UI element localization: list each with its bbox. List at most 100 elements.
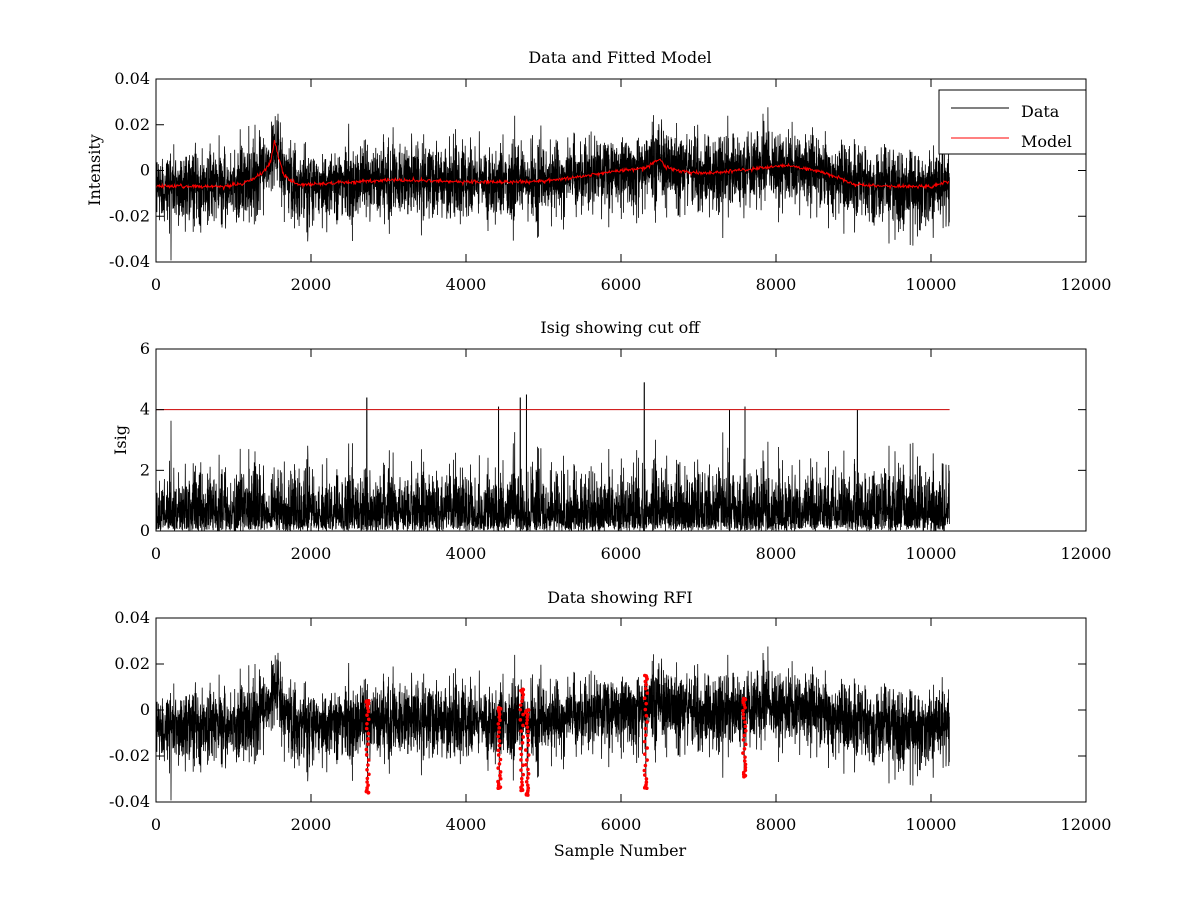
rfi-point	[497, 762, 502, 766]
rfi-point	[645, 758, 649, 762]
rfi-point	[366, 699, 371, 703]
x-tick-label: 0	[151, 544, 161, 563]
rfi-point	[366, 709, 371, 714]
rfi-point	[644, 713, 649, 718]
rfi-point	[525, 718, 530, 722]
x-tick-label: 0	[151, 815, 161, 834]
y-tick-label: -0.02	[109, 746, 150, 765]
rfi-point	[365, 780, 369, 784]
rfi-point	[519, 758, 523, 762]
rfi-point	[743, 705, 747, 710]
rfi-point	[525, 783, 530, 787]
panel-isig-cutoff: Isig showing cut off Isig 0 2000 4000 6000 8…	[111, 318, 1111, 563]
rfi-point	[645, 720, 649, 724]
y-tick-label: -0.04	[109, 252, 150, 271]
rfi-point	[743, 720, 747, 724]
rfi-point	[498, 757, 503, 762]
y-tick-label: 6	[140, 339, 150, 358]
rfi-point	[741, 708, 745, 713]
rfi-point	[496, 722, 501, 726]
rfi-point	[741, 751, 745, 755]
rfi-point	[526, 767, 530, 772]
rfi-point	[526, 772, 531, 776]
rfi-point	[366, 783, 370, 788]
rfi-point	[366, 758, 371, 762]
series-isig-line	[155, 382, 950, 532]
y-tick-label: -0.04	[109, 792, 150, 811]
y-tick-label: 0	[140, 521, 150, 540]
rfi-point	[366, 742, 370, 746]
rfi-point	[519, 729, 523, 733]
rfi-point	[520, 699, 524, 703]
rfi-point	[743, 765, 748, 770]
rfi-point	[526, 708, 531, 712]
rfi-point	[518, 707, 523, 712]
rfi-point	[496, 734, 501, 739]
rfi-point	[742, 759, 747, 763]
rfi-point	[644, 777, 649, 781]
rfi-point	[743, 724, 748, 729]
rfi-point	[498, 773, 502, 778]
x-tick-label: 2000	[291, 815, 332, 834]
y-axis-label: Isig	[111, 425, 130, 455]
rfi-point	[741, 716, 746, 720]
panel-title: Data and Fitted Model	[528, 48, 711, 67]
x-tick-label: 4000	[446, 815, 487, 834]
rfi-point	[521, 772, 526, 777]
rfi-point	[643, 726, 648, 731]
rfi-point	[644, 701, 648, 706]
rfi-point	[521, 712, 525, 717]
rfi-point	[497, 739, 502, 743]
y-tick-label: 4	[140, 400, 150, 419]
y-tick-label: -0.02	[109, 206, 150, 225]
rfi-point	[520, 783, 525, 787]
x-tick-label: 2000	[291, 544, 332, 563]
rfi-point	[364, 747, 369, 752]
rfi-point	[742, 733, 747, 738]
rfi-point	[365, 768, 369, 772]
rfi-point	[518, 718, 523, 722]
rfi-point	[741, 738, 746, 742]
x-tick-label: 8000	[756, 275, 797, 294]
y-tick-label: 0	[140, 161, 150, 180]
rfi-point	[364, 726, 369, 731]
rfi-point	[743, 762, 748, 767]
rfi-point	[366, 737, 370, 741]
rfi-point	[520, 695, 525, 700]
rfi-point	[742, 747, 747, 751]
y-axis-label: Intensity	[85, 134, 104, 206]
x-tick-label: 6000	[601, 815, 642, 834]
rfi-point	[519, 768, 523, 772]
rfi-point	[496, 753, 501, 757]
rfi-point	[743, 742, 748, 747]
rfi-point	[644, 780, 649, 785]
x-tick-label: 8000	[756, 815, 797, 834]
legend: Data Model	[938, 89, 1087, 155]
rfi-point	[366, 717, 371, 722]
rfi-point	[498, 776, 503, 781]
rfi-point	[521, 723, 525, 728]
rfi-point	[520, 741, 525, 745]
rfi-point	[364, 752, 369, 757]
rfi-point	[642, 673, 647, 678]
rfi-point	[497, 730, 501, 734]
rfi-point	[525, 725, 530, 729]
rfi-point	[743, 755, 747, 759]
x-tick-label: 0	[151, 275, 161, 294]
rfi-point	[643, 707, 648, 712]
y-tick-label: 0.04	[114, 69, 150, 88]
x-tick-label: 12000	[1061, 815, 1112, 834]
series-model-line	[155, 139, 950, 191]
plot-area: 0 2000 4000 6000 8000 10000 12000 0 2 4 6	[140, 339, 1112, 563]
rfi-point	[643, 679, 648, 684]
rfi-point	[743, 768, 748, 773]
rfi-point	[497, 743, 502, 748]
panel-title: Isig showing cut off	[540, 318, 701, 337]
legend-data-label: Data	[1021, 102, 1060, 121]
x-tick-label: 10000	[906, 275, 957, 294]
rfi-point	[497, 715, 501, 719]
rfi-point	[525, 733, 530, 738]
y-tick-label: 0.02	[114, 654, 150, 673]
rfi-point	[366, 731, 371, 736]
x-tick-label: 12000	[1061, 544, 1112, 563]
